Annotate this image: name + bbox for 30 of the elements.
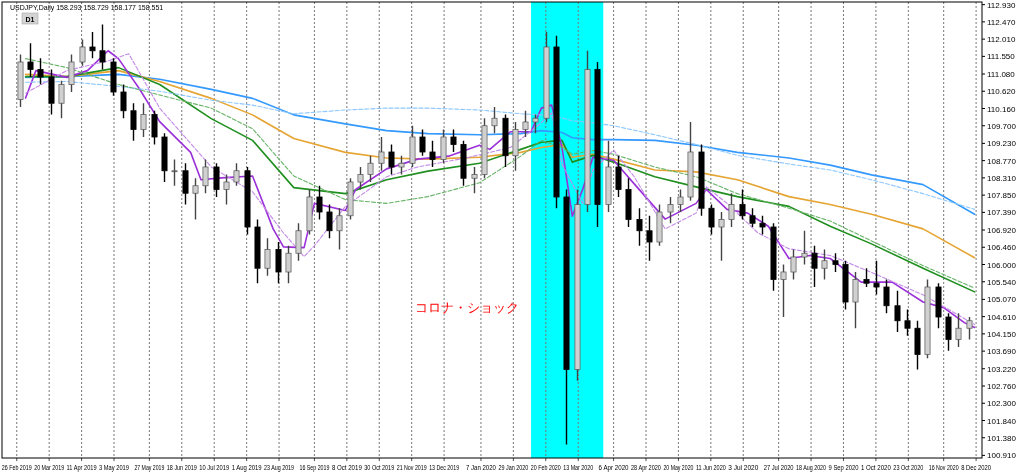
y-tick-label: 112.930 xyxy=(987,0,1016,10)
y-tick-label: 109.700 xyxy=(987,121,1017,131)
y-tick-label: 105.070 xyxy=(987,295,1017,305)
y-tick-label: 105.540 xyxy=(987,277,1017,287)
y-tick-label: 111.080 xyxy=(987,70,1016,79)
y-tick-label: 106.920 xyxy=(987,226,1017,235)
y-tick-label: 101.380 xyxy=(987,433,1017,443)
x-tick-label: 3 Jul 2020 xyxy=(728,462,759,473)
y-tick-label: 102.760 xyxy=(987,382,1017,391)
y-tick-label: 112.010 xyxy=(987,35,1016,45)
y-tick-label: 102.300 xyxy=(987,399,1017,409)
y-tick-label: 104.610 xyxy=(987,312,1017,322)
x-tick-label: 7 Jan 2020 xyxy=(465,463,496,473)
y-tick-label: 103.690 xyxy=(987,347,1017,357)
y-tick-label: 107.850 xyxy=(987,191,1017,201)
y-tick-label: 111.550 xyxy=(987,52,1016,62)
y-tick-label: 108.770 xyxy=(987,156,1017,166)
y-tick-label: 109.230 xyxy=(987,139,1017,149)
y-tick-label: 106.000 xyxy=(987,260,1017,270)
y-tick-label: 107.390 xyxy=(987,208,1017,218)
band-label: コロナ・ショック xyxy=(415,300,520,316)
y-tick-label: 100.910 xyxy=(987,451,1017,461)
y-tick-label: 103.220 xyxy=(987,364,1017,374)
y-tick-label: 101.840 xyxy=(987,416,1017,426)
y-tick-label: 110.620 xyxy=(987,87,1016,97)
y-tick-label: 108.310 xyxy=(987,173,1017,183)
y-tick-label: 104.150 xyxy=(987,329,1017,339)
y-tick-label: 112.470 xyxy=(987,17,1016,27)
y-tick-label: 106.460 xyxy=(987,243,1017,253)
y-tick-label: 110.160 xyxy=(987,104,1016,114)
